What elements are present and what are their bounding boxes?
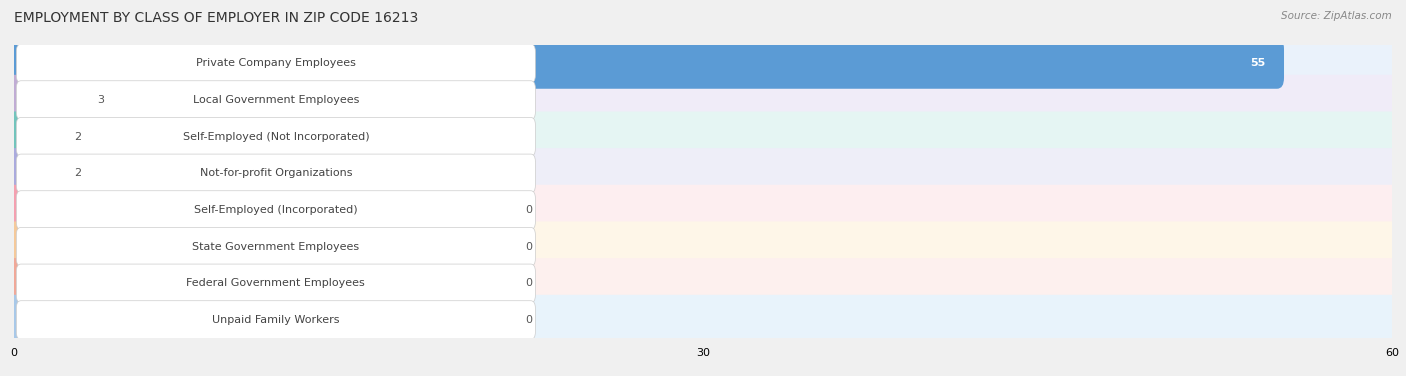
FancyBboxPatch shape [7,185,1399,235]
Text: Self-Employed (Incorporated): Self-Employed (Incorporated) [194,205,357,215]
FancyBboxPatch shape [17,154,536,193]
Text: Federal Government Employees: Federal Government Employees [187,278,366,288]
FancyBboxPatch shape [7,148,1399,199]
Text: State Government Employees: State Government Employees [193,242,360,252]
FancyBboxPatch shape [7,38,1284,89]
Text: Private Company Employees: Private Company Employees [195,58,356,68]
FancyBboxPatch shape [7,38,1399,89]
Text: 0: 0 [526,278,533,288]
Text: Self-Employed (Not Incorporated): Self-Employed (Not Incorporated) [183,132,370,142]
FancyBboxPatch shape [7,221,519,272]
FancyBboxPatch shape [7,295,519,346]
FancyBboxPatch shape [7,111,1399,162]
FancyBboxPatch shape [17,117,536,156]
Text: Source: ZipAtlas.com: Source: ZipAtlas.com [1281,11,1392,21]
Text: 55: 55 [1250,58,1265,68]
Text: EMPLOYMENT BY CLASS OF EMPLOYER IN ZIP CODE 16213: EMPLOYMENT BY CLASS OF EMPLOYER IN ZIP C… [14,11,419,25]
Text: 0: 0 [526,205,533,215]
FancyBboxPatch shape [7,75,90,126]
Text: 0: 0 [526,242,533,252]
FancyBboxPatch shape [7,75,1399,126]
Text: Local Government Employees: Local Government Employees [193,95,359,105]
Text: 2: 2 [73,168,82,179]
Text: Not-for-profit Organizations: Not-for-profit Organizations [200,168,352,179]
FancyBboxPatch shape [17,227,536,266]
FancyBboxPatch shape [17,44,536,83]
Text: 3: 3 [97,95,104,105]
FancyBboxPatch shape [7,148,67,199]
FancyBboxPatch shape [17,301,536,340]
FancyBboxPatch shape [7,295,1399,346]
Text: 2: 2 [73,132,82,142]
FancyBboxPatch shape [17,264,536,303]
FancyBboxPatch shape [17,191,536,229]
FancyBboxPatch shape [7,258,519,309]
Text: 0: 0 [526,315,533,325]
FancyBboxPatch shape [7,185,519,235]
FancyBboxPatch shape [7,221,1399,272]
FancyBboxPatch shape [17,81,536,120]
FancyBboxPatch shape [7,111,67,162]
FancyBboxPatch shape [7,258,1399,309]
Text: Unpaid Family Workers: Unpaid Family Workers [212,315,340,325]
